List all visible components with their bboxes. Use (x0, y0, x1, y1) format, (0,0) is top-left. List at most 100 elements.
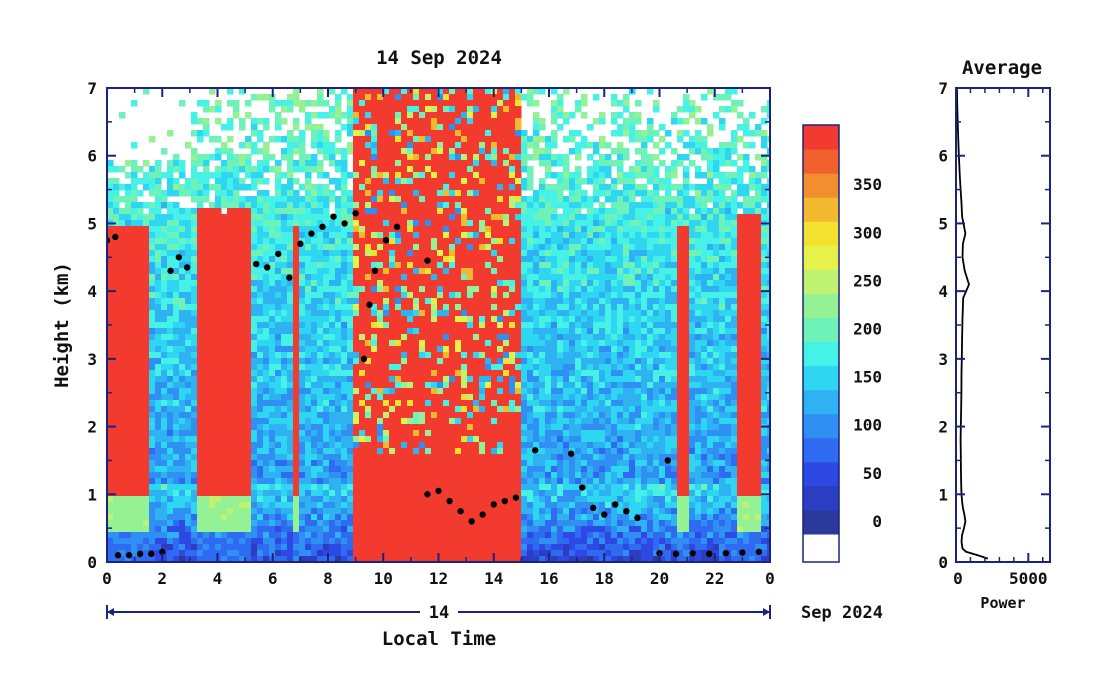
heatmap-cell (293, 394, 300, 401)
heatmap-cell (305, 508, 312, 515)
heatmap-cell (389, 298, 396, 305)
heatmap-cell (215, 100, 222, 107)
heatmap-cell (401, 364, 408, 371)
heatmap-cell (113, 238, 120, 245)
heatmap-cell (179, 496, 186, 503)
heatmap-cell (467, 496, 474, 503)
heatmap-cell (281, 340, 288, 347)
heatmap-cell (251, 550, 258, 557)
heatmap-cell (131, 358, 138, 365)
heatmap-cell (239, 538, 246, 545)
heatmap-cell (179, 184, 186, 191)
heatmap-cell (299, 502, 306, 509)
heatmap-cell (383, 340, 390, 347)
heatmap-cell (449, 520, 456, 527)
heatmap-cell (479, 94, 486, 101)
heatmap-cell (431, 370, 438, 377)
heatmap-cell (131, 382, 138, 389)
heatmap-cell (509, 316, 516, 323)
heatmap-cell (275, 544, 282, 551)
heatmap-cell (113, 292, 120, 299)
heatmap-cell (413, 394, 420, 401)
heatmap-cell (155, 430, 162, 437)
heatmap-cell (221, 430, 228, 437)
heatmap-cell (443, 388, 450, 395)
heatmap-cell (221, 508, 228, 515)
heatmap-cell (395, 310, 402, 317)
heatmap-cell (431, 256, 438, 263)
heatmap-cell (317, 196, 324, 203)
heatmap-cell (233, 472, 240, 479)
heatmap-cell (221, 514, 228, 521)
heatmap-cell (329, 424, 336, 431)
heatmap-cell (467, 382, 474, 389)
heatmap-cell (491, 280, 498, 287)
heatmap-cell (323, 262, 330, 269)
heatmap-cell (239, 490, 246, 497)
heatmap-cell (245, 208, 252, 215)
heatmap-cell (311, 460, 318, 467)
heatmap-cell (107, 316, 114, 323)
heatmap-cell (191, 226, 198, 233)
heatmap-cell (155, 520, 162, 527)
heatmap-cell (119, 370, 126, 377)
heatmap-cell (503, 424, 510, 431)
heatmap-cell (395, 418, 402, 425)
heatmap-cell (335, 334, 342, 341)
heatmap-cell (341, 460, 348, 467)
heatmap-cell (497, 490, 504, 497)
heatmap-cell (425, 310, 432, 317)
heatmap-cell (155, 328, 162, 335)
heatmap-cell (323, 214, 330, 221)
heatmap-cell (317, 232, 324, 239)
heatmap-cell (311, 412, 318, 419)
heatmap-cell (173, 436, 180, 443)
heatmap-cell (245, 394, 252, 401)
heatmap-cell (221, 202, 228, 209)
heatmap-cell (377, 508, 384, 515)
heatmap-cell (509, 340, 516, 347)
heatmap-cell (125, 532, 132, 539)
heatmap-cell (239, 544, 246, 551)
heatmap-cell (305, 544, 312, 551)
heatmap-cell (449, 184, 456, 191)
heatmap-cell (317, 226, 324, 233)
heatmap-cell (191, 544, 198, 551)
heatmap-cell (335, 226, 342, 233)
heatmap-cell (419, 190, 426, 197)
heatmap-cell (335, 274, 342, 281)
heatmap-cell (485, 418, 492, 425)
heatmap-cell (305, 310, 312, 317)
heatmap-cell (461, 286, 468, 293)
heatmap-cell (425, 322, 432, 329)
heatmap-cell (143, 478, 150, 485)
heatmap-cell (509, 160, 516, 167)
heatmap-cell (461, 184, 468, 191)
heatmap-cell (479, 352, 486, 359)
heatmap-cell (371, 274, 378, 281)
heatmap-cell (113, 334, 120, 341)
heatmap-cell (311, 496, 318, 503)
heatmap-cell (413, 538, 420, 545)
heatmap-cell (383, 286, 390, 293)
heatmap-cell (335, 526, 342, 533)
heatmap-cell (419, 154, 426, 161)
heatmap-cell (269, 364, 276, 371)
heatmap-cell (221, 268, 228, 275)
heatmap-cell (167, 388, 174, 395)
heatmap-cell (119, 238, 126, 245)
heatmap-cell (347, 388, 354, 395)
heatmap-cell (395, 526, 402, 533)
heatmap-cell (239, 388, 246, 395)
heatmap-cell (323, 520, 330, 527)
heatmap-cell (125, 286, 132, 293)
heatmap-cell (509, 130, 516, 137)
heatmap-cell (323, 172, 330, 179)
heatmap-cell (305, 340, 312, 347)
heatmap-cell (365, 106, 372, 113)
heatmap-cell (131, 286, 138, 293)
heatmap-cell (449, 214, 456, 221)
heatmap-cell (173, 274, 180, 281)
heatmap-cell (509, 124, 516, 131)
heatmap-cell (437, 520, 444, 527)
